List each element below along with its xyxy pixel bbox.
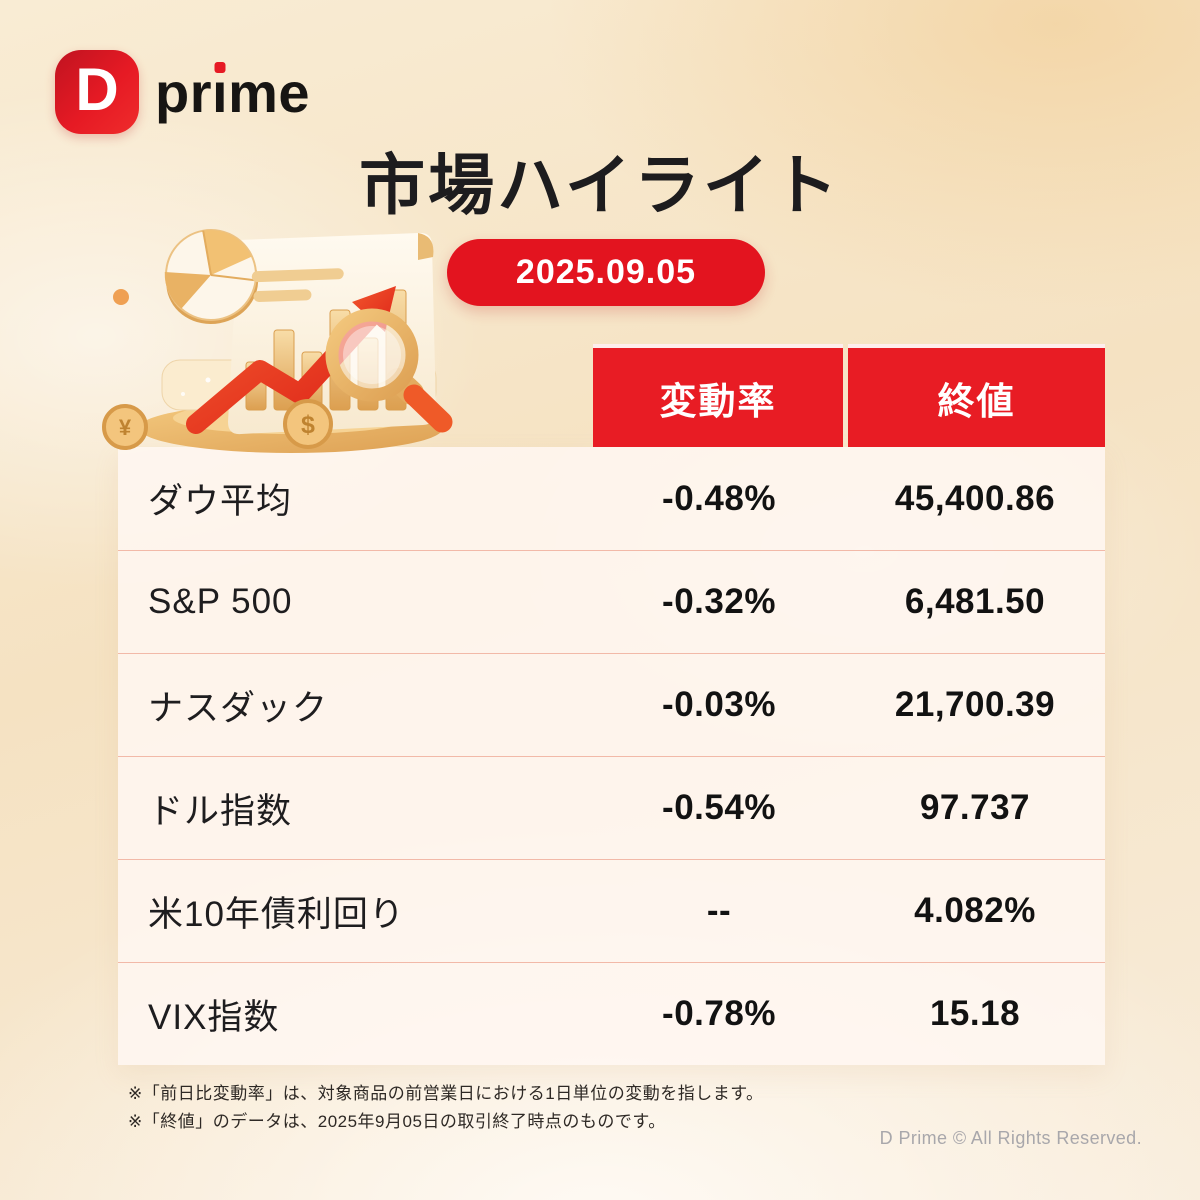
table-row-us10y-yield: 米10年債利回り -- 4.082% [118, 859, 1105, 962]
row-label: ドル指数 [148, 791, 293, 831]
row-close: 6,481.50 [904, 582, 1046, 621]
pie-chart-icon [164, 229, 259, 325]
row-close: 21,700.39 [894, 685, 1056, 724]
footnote-line-1: ※「前日比変動率」は、対象商品の前営業日における1日単位の変動を指します。 [128, 1084, 764, 1103]
date-badge: 2025.09.05 [447, 239, 765, 306]
footnote-line-2: ※「終値」のデータは、2025年9月05日の取引終了時点のものです。 [128, 1112, 666, 1131]
row-close: 15.18 [929, 994, 1021, 1033]
svg-text:¥: ¥ [119, 415, 132, 440]
table-row-dow: ダウ平均 -0.48% 45,400.86 [118, 447, 1105, 550]
magnifier-icon [325, 308, 453, 433]
copyright-text: D Prime © All Rights Reserved. [879, 1128, 1142, 1148]
sheet-lines [251, 268, 344, 303]
column-header-close: 終値 [848, 344, 1105, 447]
row-label: 米10年債利回り [148, 894, 405, 934]
brand-i-red-dot: ı [212, 60, 229, 124]
row-change: -- [706, 891, 732, 930]
brand-name: pr ı me [155, 60, 310, 124]
dprime-logo-icon: D [55, 50, 139, 134]
row-label: VIX指数 [148, 997, 280, 1037]
market-illustration: ¥ $ [102, 229, 453, 453]
market-table: ダウ平均 -0.48% 45,400.86 S&P 500 -0.32% 6,4… [118, 447, 1105, 1065]
dot-accent [113, 289, 129, 305]
svg-text:$: $ [301, 411, 315, 439]
page-title: 市場ハイライト [359, 148, 841, 222]
table-row-sp500: S&P 500 -0.32% 6,481.50 [118, 550, 1105, 653]
row-close: 97.737 [919, 788, 1031, 827]
row-label: S&P 500 [148, 582, 293, 621]
row-close: 45,400.86 [894, 478, 1056, 518]
row-change: -0.03% [662, 685, 776, 724]
row-close: 4.082% [914, 891, 1036, 930]
table-row-vix: VIX指数 -0.78% 15.18 [118, 962, 1105, 1065]
row-label: ナスダック [148, 688, 329, 728]
logo-letter: D [75, 56, 119, 123]
row-change: -0.32% [662, 582, 776, 621]
row-change: -0.54% [662, 788, 776, 827]
table-row-dollar-index: ドル指数 -0.54% 97.737 [118, 756, 1105, 859]
brand-logo: D pr ı me [55, 50, 310, 134]
row-change: -0.48% [662, 478, 776, 518]
table-row-nasdaq: ナスダック -0.03% 21,700.39 [118, 653, 1105, 756]
coin-dollar-icon: $ [283, 399, 333, 449]
column-header-change: 変動率 [593, 344, 843, 447]
row-label: ダウ平均 [148, 482, 293, 521]
footnotes: ※「前日比変動率」は、対象商品の前営業日における1日単位の変動を指します。 ※「… [128, 1080, 764, 1136]
coin-yen-icon: ¥ [102, 404, 148, 450]
row-change: -0.78% [662, 994, 776, 1033]
